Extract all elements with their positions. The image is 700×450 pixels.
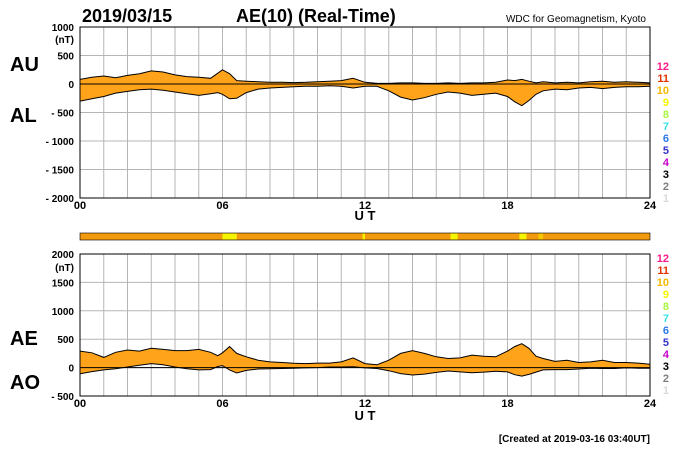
band-highlight [450,233,458,240]
y-tick-label: - 1500 [46,166,75,177]
ao-label: AO [10,372,40,394]
station-count-label: 9 [663,97,669,109]
band-highlight [362,233,365,240]
y-tick-label: - 2000 [46,194,75,205]
plot-frame [79,253,651,397]
station-count-label: 8 [663,109,669,121]
source-label: WDC for Geomagnetism, Kyoto [506,14,646,25]
station-count-label: 12 [657,61,669,73]
x-tick-label: 18 [501,200,513,212]
station-count-label: 11 [657,265,669,277]
y-tick-label: - 500 [51,392,74,403]
station-count-label: 7 [663,121,669,133]
x-tick-label: 24 [644,200,657,212]
band-highlight [222,233,237,240]
station-count-label: 1 [663,193,669,205]
x-tick-label: 06 [216,398,228,410]
station-count-label: 5 [663,337,669,349]
station-count-label: 9 [663,289,669,301]
x-tick-label: 06 [216,200,228,212]
band-highlight [538,233,544,240]
series-line-au [79,69,651,84]
bottom-y-unit: (nT) [55,263,74,274]
y-tick-label: 1500 [52,278,75,289]
station-count-label: 3 [663,169,669,181]
station-count-label: 3 [663,361,669,373]
plot-frame [79,26,651,199]
x-tick-label: 00 [74,200,86,212]
x-tick-label: 12 [359,398,371,410]
x-tick-label: 00 [74,398,86,410]
top-x-axis-label: U T [355,208,376,223]
x-tick-label: 18 [501,398,513,410]
station-count-label: 12 [657,253,669,265]
top-y-unit: (nT) [55,35,74,46]
y-tick-label: 500 [57,52,74,63]
station-count-label: 2 [663,181,669,193]
chart-title: AE(10) (Real-Time) [236,6,396,26]
range-fill-area [80,69,650,106]
y-tick-label: 2000 [52,250,75,261]
x-tick-label: 24 [644,398,657,410]
series-line-ae [79,343,651,366]
y-tick-label: - 1000 [46,137,75,148]
station-count-label: 5 [663,145,669,157]
ae-label: AE [10,328,38,350]
y-tick-label: 1000 [52,307,75,318]
date-title: 2019/03/15 [82,6,172,26]
series-line-al [79,85,651,107]
station-count-label: 8 [663,301,669,313]
station-count-label: 6 [663,325,669,337]
station-count-label: 4 [663,349,670,361]
x-tick-label: 12 [359,200,371,212]
station-count-label: 4 [663,157,670,169]
station-count-label: 10 [657,85,669,97]
au-label: AU [10,54,39,76]
station-coverage-band [79,232,651,241]
station-count-label: 10 [657,277,669,289]
band-highlight [519,233,527,240]
y-tick-label: - 500 [51,109,74,120]
y-tick-label: 0 [68,364,74,375]
bottom-x-axis-label: U T [355,408,376,423]
al-label: AL [10,105,37,127]
y-tick-label: 1000 [52,23,75,34]
station-count-label: 2 [663,373,669,385]
created-timestamp: [Created at 2019-03-16 03:40UT] [499,434,650,445]
station-count-label: 11 [657,73,669,85]
y-tick-label: 0 [68,80,74,91]
station-count-label: 7 [663,313,669,325]
y-tick-label: 500 [57,335,74,346]
station-count-label: 6 [663,133,669,145]
station-count-label: 1 [663,385,669,397]
